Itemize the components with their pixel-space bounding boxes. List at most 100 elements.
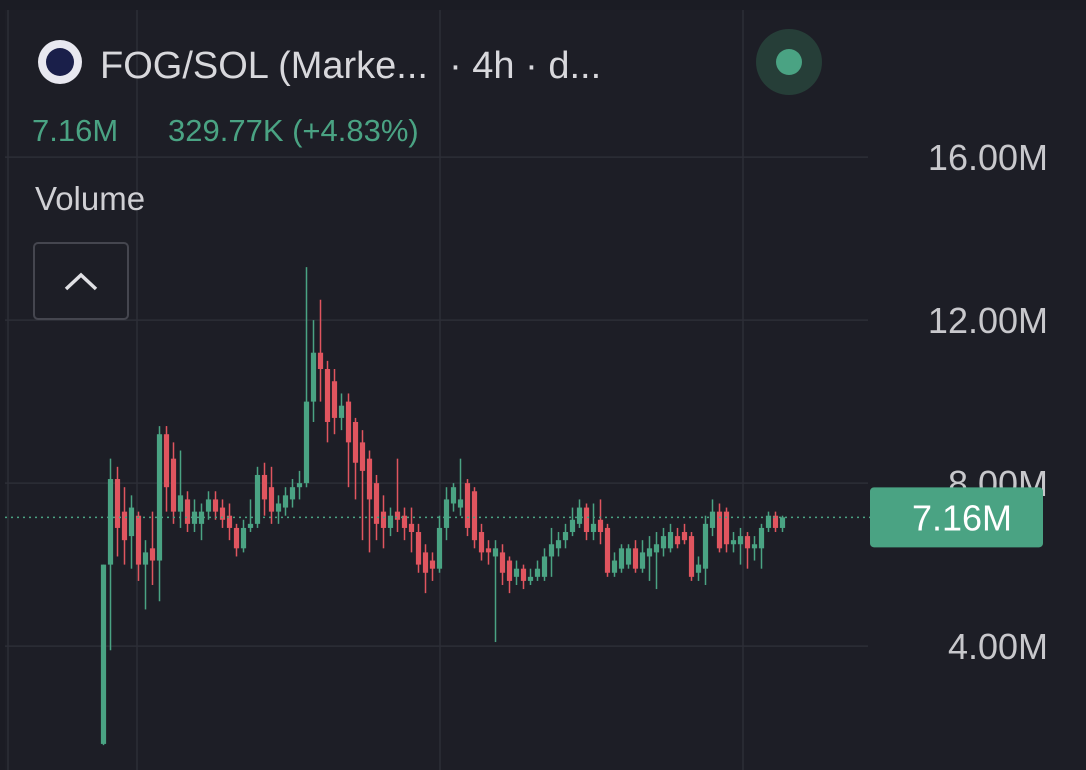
candle-body <box>191 511 198 524</box>
candle-body <box>779 517 786 528</box>
candle-body <box>387 515 394 528</box>
candle-body <box>205 499 212 512</box>
candle-body <box>541 556 548 577</box>
candle-body <box>730 540 737 545</box>
candle-body <box>534 568 541 577</box>
candle-body <box>562 532 569 541</box>
candle-body <box>597 519 604 533</box>
candle-body <box>156 434 163 561</box>
candle-body <box>709 511 716 528</box>
header: FOG/SOL (Marke... · 4h · d... 7.16M 329.… <box>32 29 822 320</box>
candle-body <box>569 519 576 533</box>
candle-body <box>240 527 247 549</box>
time-grid <box>7 10 744 770</box>
candle-body <box>408 523 415 533</box>
candle-body <box>261 474 268 500</box>
candle-body <box>324 369 331 422</box>
candle-body <box>485 548 492 553</box>
candle-body <box>758 527 765 549</box>
candle-body <box>275 503 282 512</box>
candle-body <box>219 507 226 520</box>
candle-body <box>254 474 261 524</box>
collapse-button[interactable] <box>33 242 129 320</box>
change: 329.77K (+4.83%) <box>168 113 419 148</box>
candle-body <box>233 527 240 549</box>
candle-body <box>212 499 219 512</box>
candle-body <box>744 536 751 549</box>
candle-body <box>506 560 513 581</box>
candle-body <box>751 544 758 549</box>
candle-body <box>170 458 177 512</box>
title: FOG/SOL (Marke... · 4h · d... <box>100 45 601 87</box>
candle-body <box>296 483 303 488</box>
chevron <box>64 272 98 291</box>
candle-body <box>590 523 597 533</box>
candle-body <box>695 564 702 573</box>
candle-body <box>765 515 772 528</box>
candle-body <box>639 552 646 569</box>
candle-body <box>674 536 681 545</box>
candle-body <box>632 548 639 569</box>
candle-body <box>401 515 408 528</box>
candle-body <box>422 552 429 573</box>
candle-body <box>135 515 142 565</box>
candle-body <box>723 511 730 545</box>
candle-body <box>352 421 359 463</box>
candle-body <box>604 527 611 573</box>
candle-body <box>436 527 443 569</box>
candle-body <box>464 483 471 528</box>
candle-body <box>184 499 191 524</box>
candle-body <box>107 479 114 565</box>
candle-body <box>373 483 380 524</box>
y-tick-label: 4.00M <box>948 626 1048 667</box>
candle-body <box>457 499 464 508</box>
candle-body <box>149 548 156 561</box>
candle-body <box>359 442 366 471</box>
candle-body <box>737 536 744 545</box>
candle-body <box>520 568 527 581</box>
candle-body <box>555 540 562 549</box>
candle-body <box>492 548 499 557</box>
y-tick-label: 16.00M <box>928 137 1048 178</box>
candle-body <box>688 536 695 577</box>
candle-body <box>548 544 555 557</box>
candle-body <box>289 487 296 500</box>
candle-body <box>716 511 723 549</box>
candle-body <box>380 511 387 528</box>
indicator: Volume <box>35 180 145 217</box>
candle-body <box>429 560 436 569</box>
candle-body <box>499 552 506 573</box>
candle-body <box>576 507 583 524</box>
candle-body <box>681 532 688 541</box>
candle-body <box>611 560 618 573</box>
token-icon-inner <box>46 48 74 76</box>
candle-body <box>310 352 317 402</box>
candles <box>100 267 786 746</box>
last-price-label: 7.16M <box>912 497 1012 538</box>
last-price-box <box>870 487 1043 548</box>
candle-body <box>625 548 632 565</box>
candle-body <box>268 487 275 512</box>
candle-body <box>702 523 709 569</box>
candle-body <box>660 536 667 549</box>
candle-body <box>394 511 401 520</box>
candle-body <box>667 532 674 549</box>
candle-body <box>646 548 653 557</box>
overlay: 7.16M <box>5 487 1043 548</box>
candle-body <box>226 515 233 528</box>
candle-body <box>114 479 121 528</box>
candle-body <box>198 511 205 524</box>
candle-body <box>121 511 128 541</box>
candle-body <box>653 544 660 553</box>
candle-body <box>303 401 310 484</box>
candle-body <box>317 352 324 370</box>
last-value: 7.16M <box>32 113 118 148</box>
candle-body <box>142 552 149 565</box>
candle-body <box>163 434 170 488</box>
candle-body <box>471 491 478 541</box>
candle-body <box>443 499 450 528</box>
candle-body <box>450 487 457 504</box>
